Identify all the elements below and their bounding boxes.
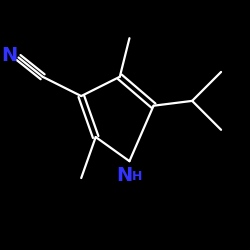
Text: N: N — [1, 46, 17, 64]
Text: H: H — [132, 170, 142, 182]
Text: N: N — [116, 166, 133, 185]
